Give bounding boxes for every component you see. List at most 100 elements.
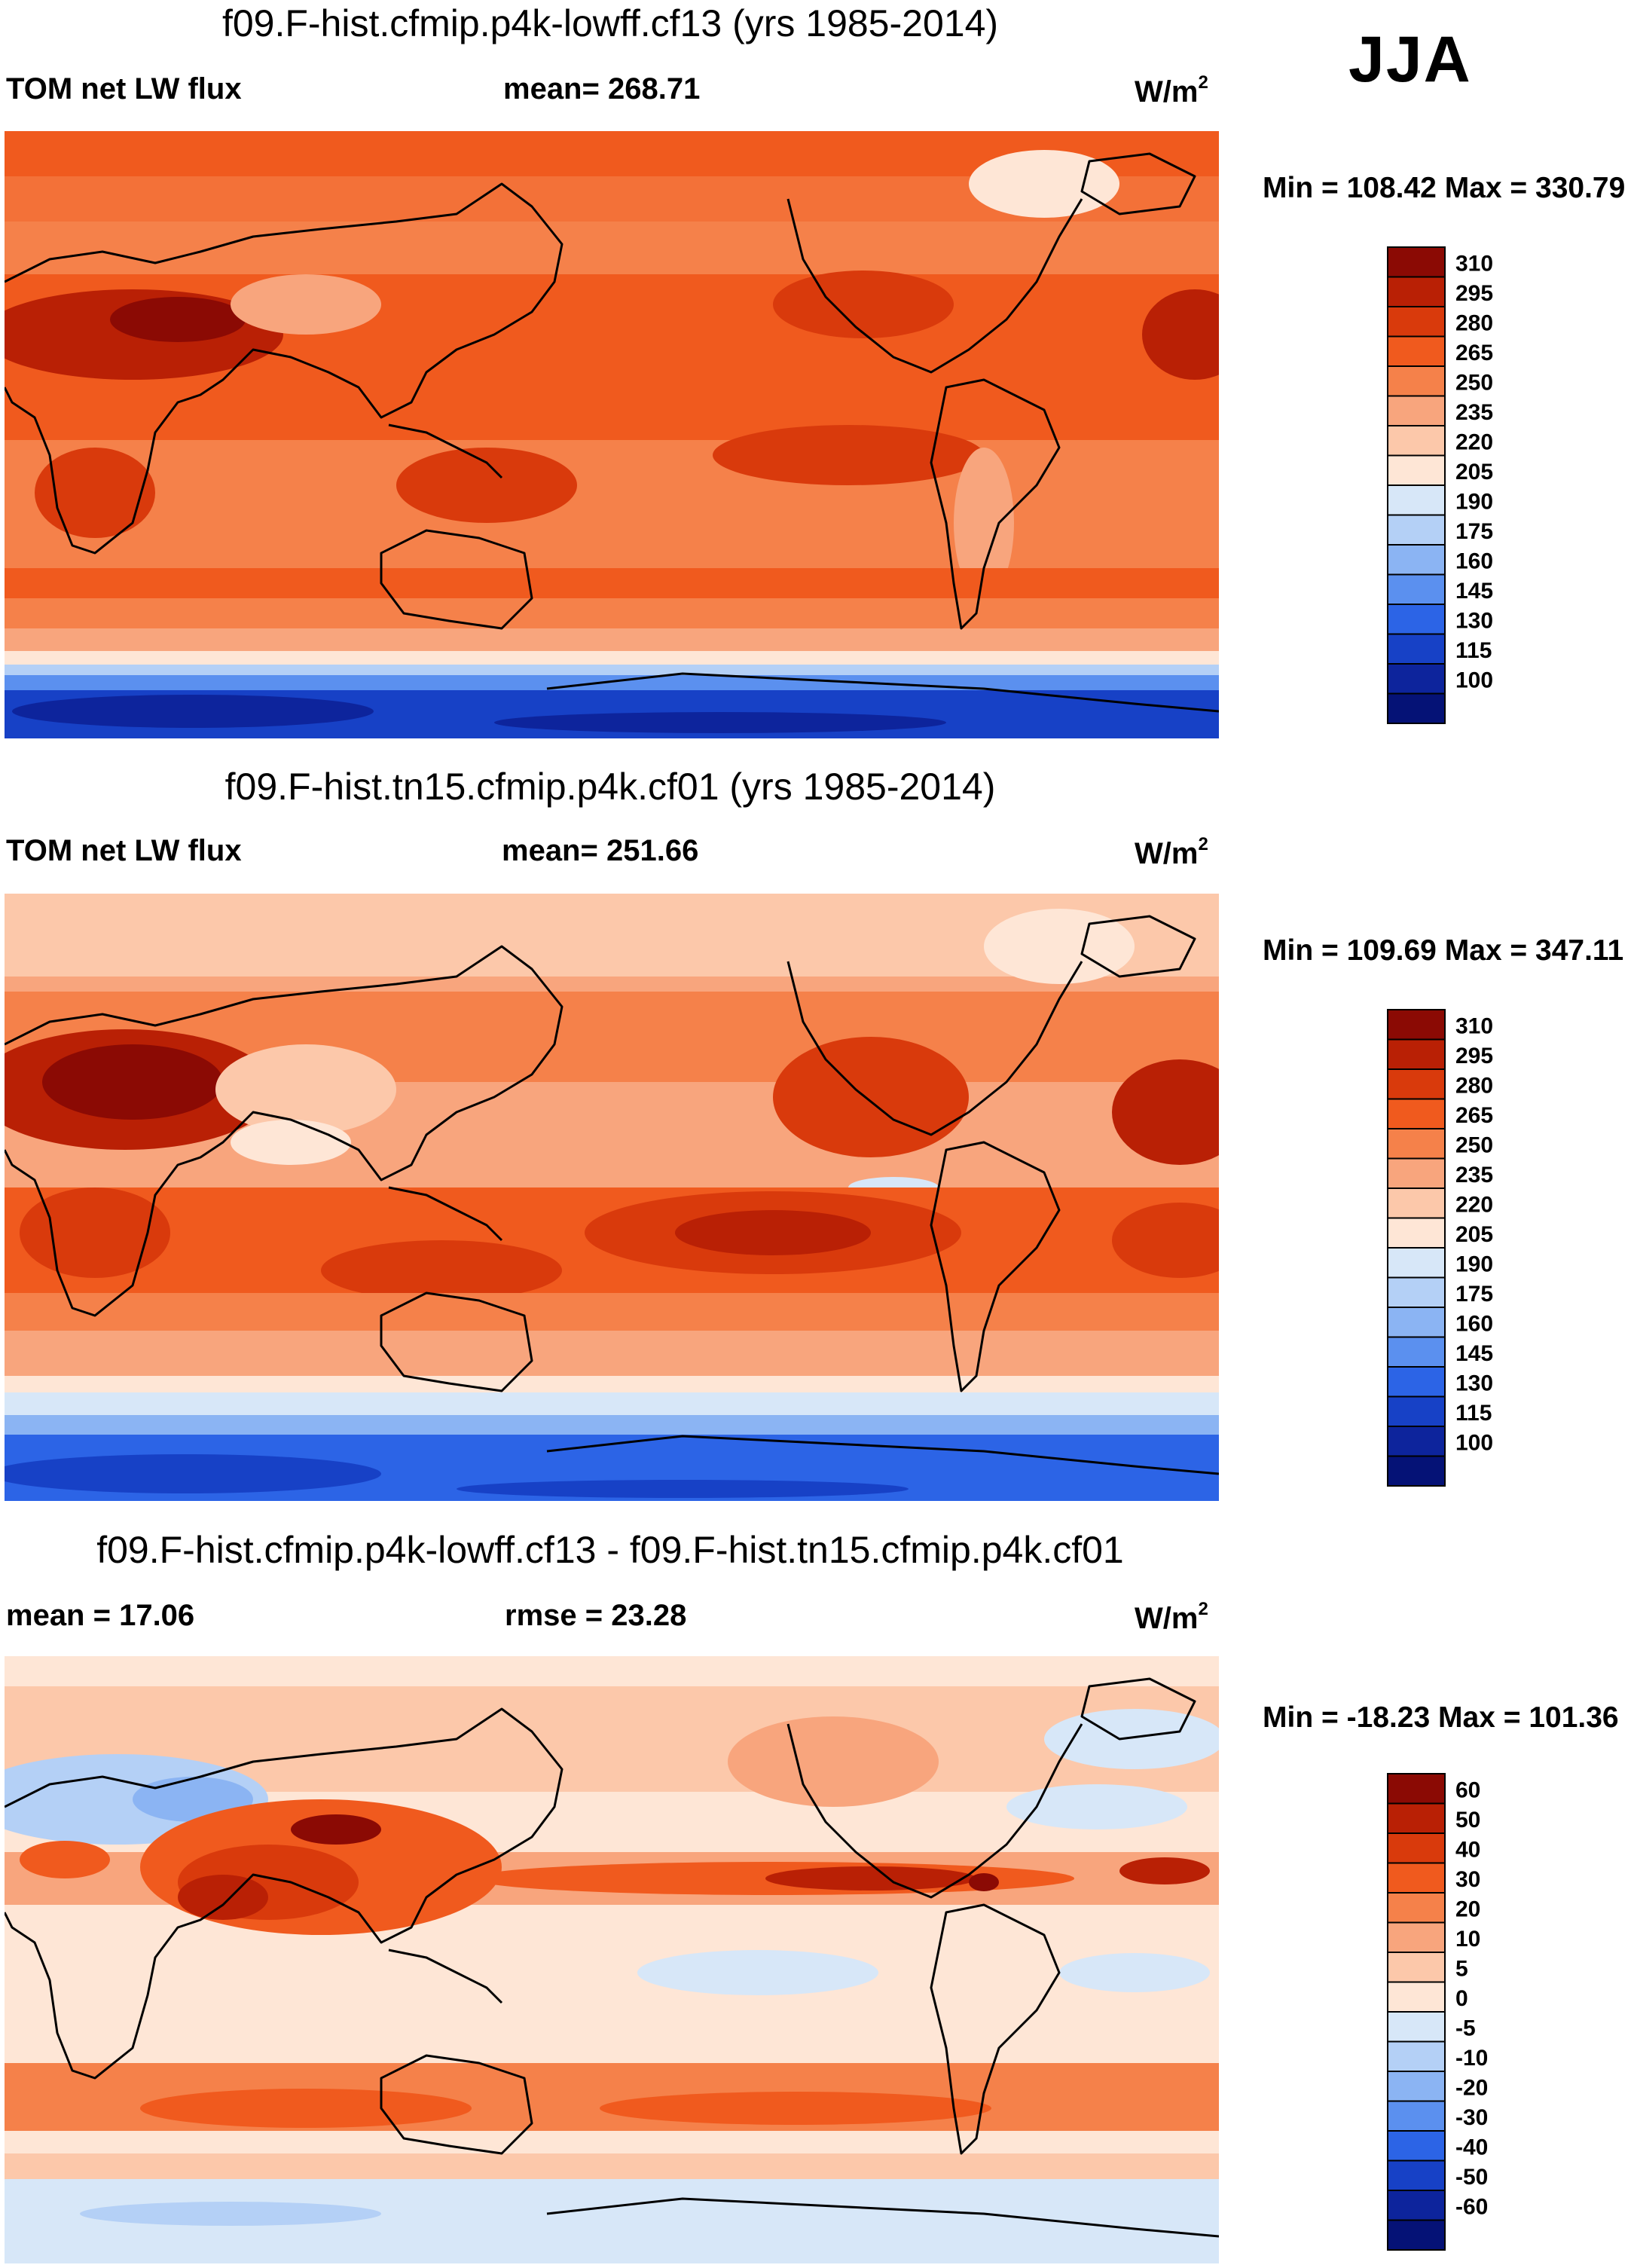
panel-1-units: W/m2 [1135, 72, 1208, 109]
colorbar-tick-label: 280 [1455, 1074, 1493, 1099]
panel-3-mean-label: mean = 17.06 [6, 1599, 195, 1632]
colorbar-swatch [1387, 1187, 1446, 1219]
colorbar-swatch [1387, 2071, 1446, 2102]
colorbar-tick-label: 160 [1455, 1312, 1493, 1337]
colorbar-tick-label: 265 [1455, 1103, 1493, 1128]
colorbar-swatch [1387, 1307, 1446, 1338]
colorbar-tick-label: 190 [1455, 490, 1493, 515]
colorbar-tick-label: 30 [1455, 1867, 1480, 1892]
colorbar-swatch [1387, 1068, 1446, 1100]
colorbar-tick-label: -30 [1455, 2105, 1488, 2130]
colorbar-tick-label: 130 [1455, 1371, 1493, 1396]
colorbar-swatch [1387, 1802, 1446, 1834]
colorbar-tick-label: 310 [1455, 1014, 1493, 1039]
colorbar-swatch [1387, 276, 1446, 307]
panel-3-map [5, 1656, 1219, 2263]
colorbar-swatch [1387, 395, 1446, 426]
colorbar-tick-label: 0 [1455, 1986, 1468, 2011]
panel-2-coastlines [5, 915, 1219, 1475]
colorbar-tick-label: 160 [1455, 549, 1493, 574]
panel-1-colorbar: 310 295 280 265 250 235 220 205 190 175 160 145 130 1… [1387, 246, 1493, 724]
colorbar-swatch [1387, 1395, 1446, 1427]
colorbar-swatch [1387, 246, 1446, 278]
colorbar-tick-label: -10 [1455, 2046, 1488, 2071]
colorbar-swatch [1387, 1366, 1446, 1398]
panel-2-mean-label: mean= 251.66 [502, 834, 699, 867]
colorbar-tick-label: 295 [1455, 1044, 1493, 1068]
colorbar-swatch [1387, 454, 1446, 486]
colorbar-swatch [1387, 1098, 1446, 1129]
panel-1-coastlines [5, 152, 1219, 713]
colorbar-swatch [1387, 1157, 1446, 1189]
colorbar-swatch [1387, 1128, 1446, 1160]
colorbar-tick-label: -60 [1455, 2195, 1488, 2220]
colorbar-tick-label: -40 [1455, 2135, 1488, 2160]
colorbar-swatch [1387, 1773, 1446, 1805]
colorbar-swatch [1387, 2190, 1446, 2221]
colorbar-swatch [1387, 1247, 1446, 1279]
colorbar-tick-label: 190 [1455, 1252, 1493, 1277]
season-label: JJA [1348, 23, 1472, 96]
colorbar-tick-label: 205 [1455, 460, 1493, 484]
panel-1-variable-label: TOM net LW flux [6, 72, 242, 105]
colorbar-tick-label: -5 [1455, 2016, 1476, 2041]
colorbar-tick-label: 205 [1455, 1222, 1493, 1247]
panel-3-units: W/m2 [1135, 1599, 1208, 1635]
colorbar-swatch [1387, 1426, 1446, 1457]
colorbar-tick-label: 280 [1455, 311, 1493, 336]
colorbar-swatch [1387, 2130, 1446, 2162]
panel-3-title: f09.F-hist.cfmip.p4k-lowff.cf13 - f09.F-… [96, 1529, 1124, 1571]
colorbar-tick-label: 40 [1455, 1838, 1480, 1863]
colorbar-tick-label: 50 [1455, 1808, 1480, 1832]
colorbar-swatch [1387, 2100, 1446, 2132]
colorbar-tick-label: -20 [1455, 2076, 1488, 2101]
colorbar-swatch [1387, 1862, 1446, 1894]
colorbar-tick-label: 100 [1455, 668, 1493, 693]
panel-3-min-max: Min = -18.23 Max = 101.36 [1263, 1701, 1619, 1734]
colorbar-tick-label: -50 [1455, 2165, 1488, 2190]
colorbar-tick-label: 10 [1455, 1927, 1480, 1952]
panel-2-variable-label: TOM net LW flux [6, 834, 242, 867]
colorbar-tick-label: 175 [1455, 519, 1493, 544]
colorbar-swatch [1387, 1455, 1446, 1487]
colorbar-tick-label: 100 [1455, 1431, 1493, 1456]
colorbar-tick-label: 115 [1455, 1401, 1492, 1426]
colorbar-swatch [1387, 484, 1446, 516]
colorbar-tick-label: 130 [1455, 609, 1493, 634]
colorbar-tick-label: 20 [1455, 1897, 1480, 1922]
colorbar-swatch [1387, 1217, 1446, 1249]
colorbar-swatch [1387, 1892, 1446, 1924]
panel-1-map [5, 131, 1219, 738]
colorbar-swatch [1387, 1832, 1446, 1864]
colorbar-swatch [1387, 2011, 1446, 2043]
colorbar-swatch [1387, 663, 1446, 695]
panel-2-units: W/m2 [1135, 834, 1208, 870]
colorbar-swatch [1387, 633, 1446, 665]
colorbar-swatch [1387, 514, 1446, 546]
panel-1-mean-label: mean= 268.71 [503, 72, 701, 105]
colorbar-tick-label: 250 [1455, 371, 1493, 396]
panel-1-title: f09.F-hist.cfmip.p4k-lowff.cf13 (yrs 198… [221, 2, 999, 44]
colorbar-swatch [1387, 425, 1446, 457]
colorbar-tick-label: 145 [1455, 1341, 1493, 1366]
colorbar-swatch [1387, 604, 1446, 635]
panel-2-map [5, 894, 1219, 1501]
colorbar-swatch [1387, 1276, 1446, 1308]
panel-2-colorbar: 310 295 280 265 250 235 220 205 190 175 160 145 130 1… [1387, 1009, 1493, 1487]
colorbar-tick-label: 235 [1455, 1163, 1493, 1187]
panel-2-min-max: Min = 109.69 Max = 347.11 [1263, 934, 1624, 967]
panel-3-rmse-label: rmse = 23.28 [505, 1599, 687, 1632]
colorbar-tick-label: 220 [1455, 1193, 1493, 1218]
colorbar-swatch [1387, 2040, 1446, 2072]
panel-1-min-max: Min = 108.42 Max = 330.79 [1263, 172, 1626, 204]
colorbar-tick-label: 250 [1455, 1133, 1493, 1158]
panel-2-title: f09.F-hist.tn15.cfmip.p4k.cf01 (yrs 1985… [224, 766, 996, 808]
colorbar-swatch [1387, 1921, 1446, 1953]
colorbar-swatch [1387, 1038, 1446, 1070]
colorbar-swatch [1387, 335, 1446, 367]
colorbar-swatch [1387, 365, 1446, 397]
colorbar-swatch [1387, 1336, 1446, 1368]
colorbar-swatch [1387, 1952, 1446, 1983]
colorbar-tick-label: 220 [1455, 430, 1493, 455]
colorbar-tick-label: 115 [1455, 638, 1492, 663]
